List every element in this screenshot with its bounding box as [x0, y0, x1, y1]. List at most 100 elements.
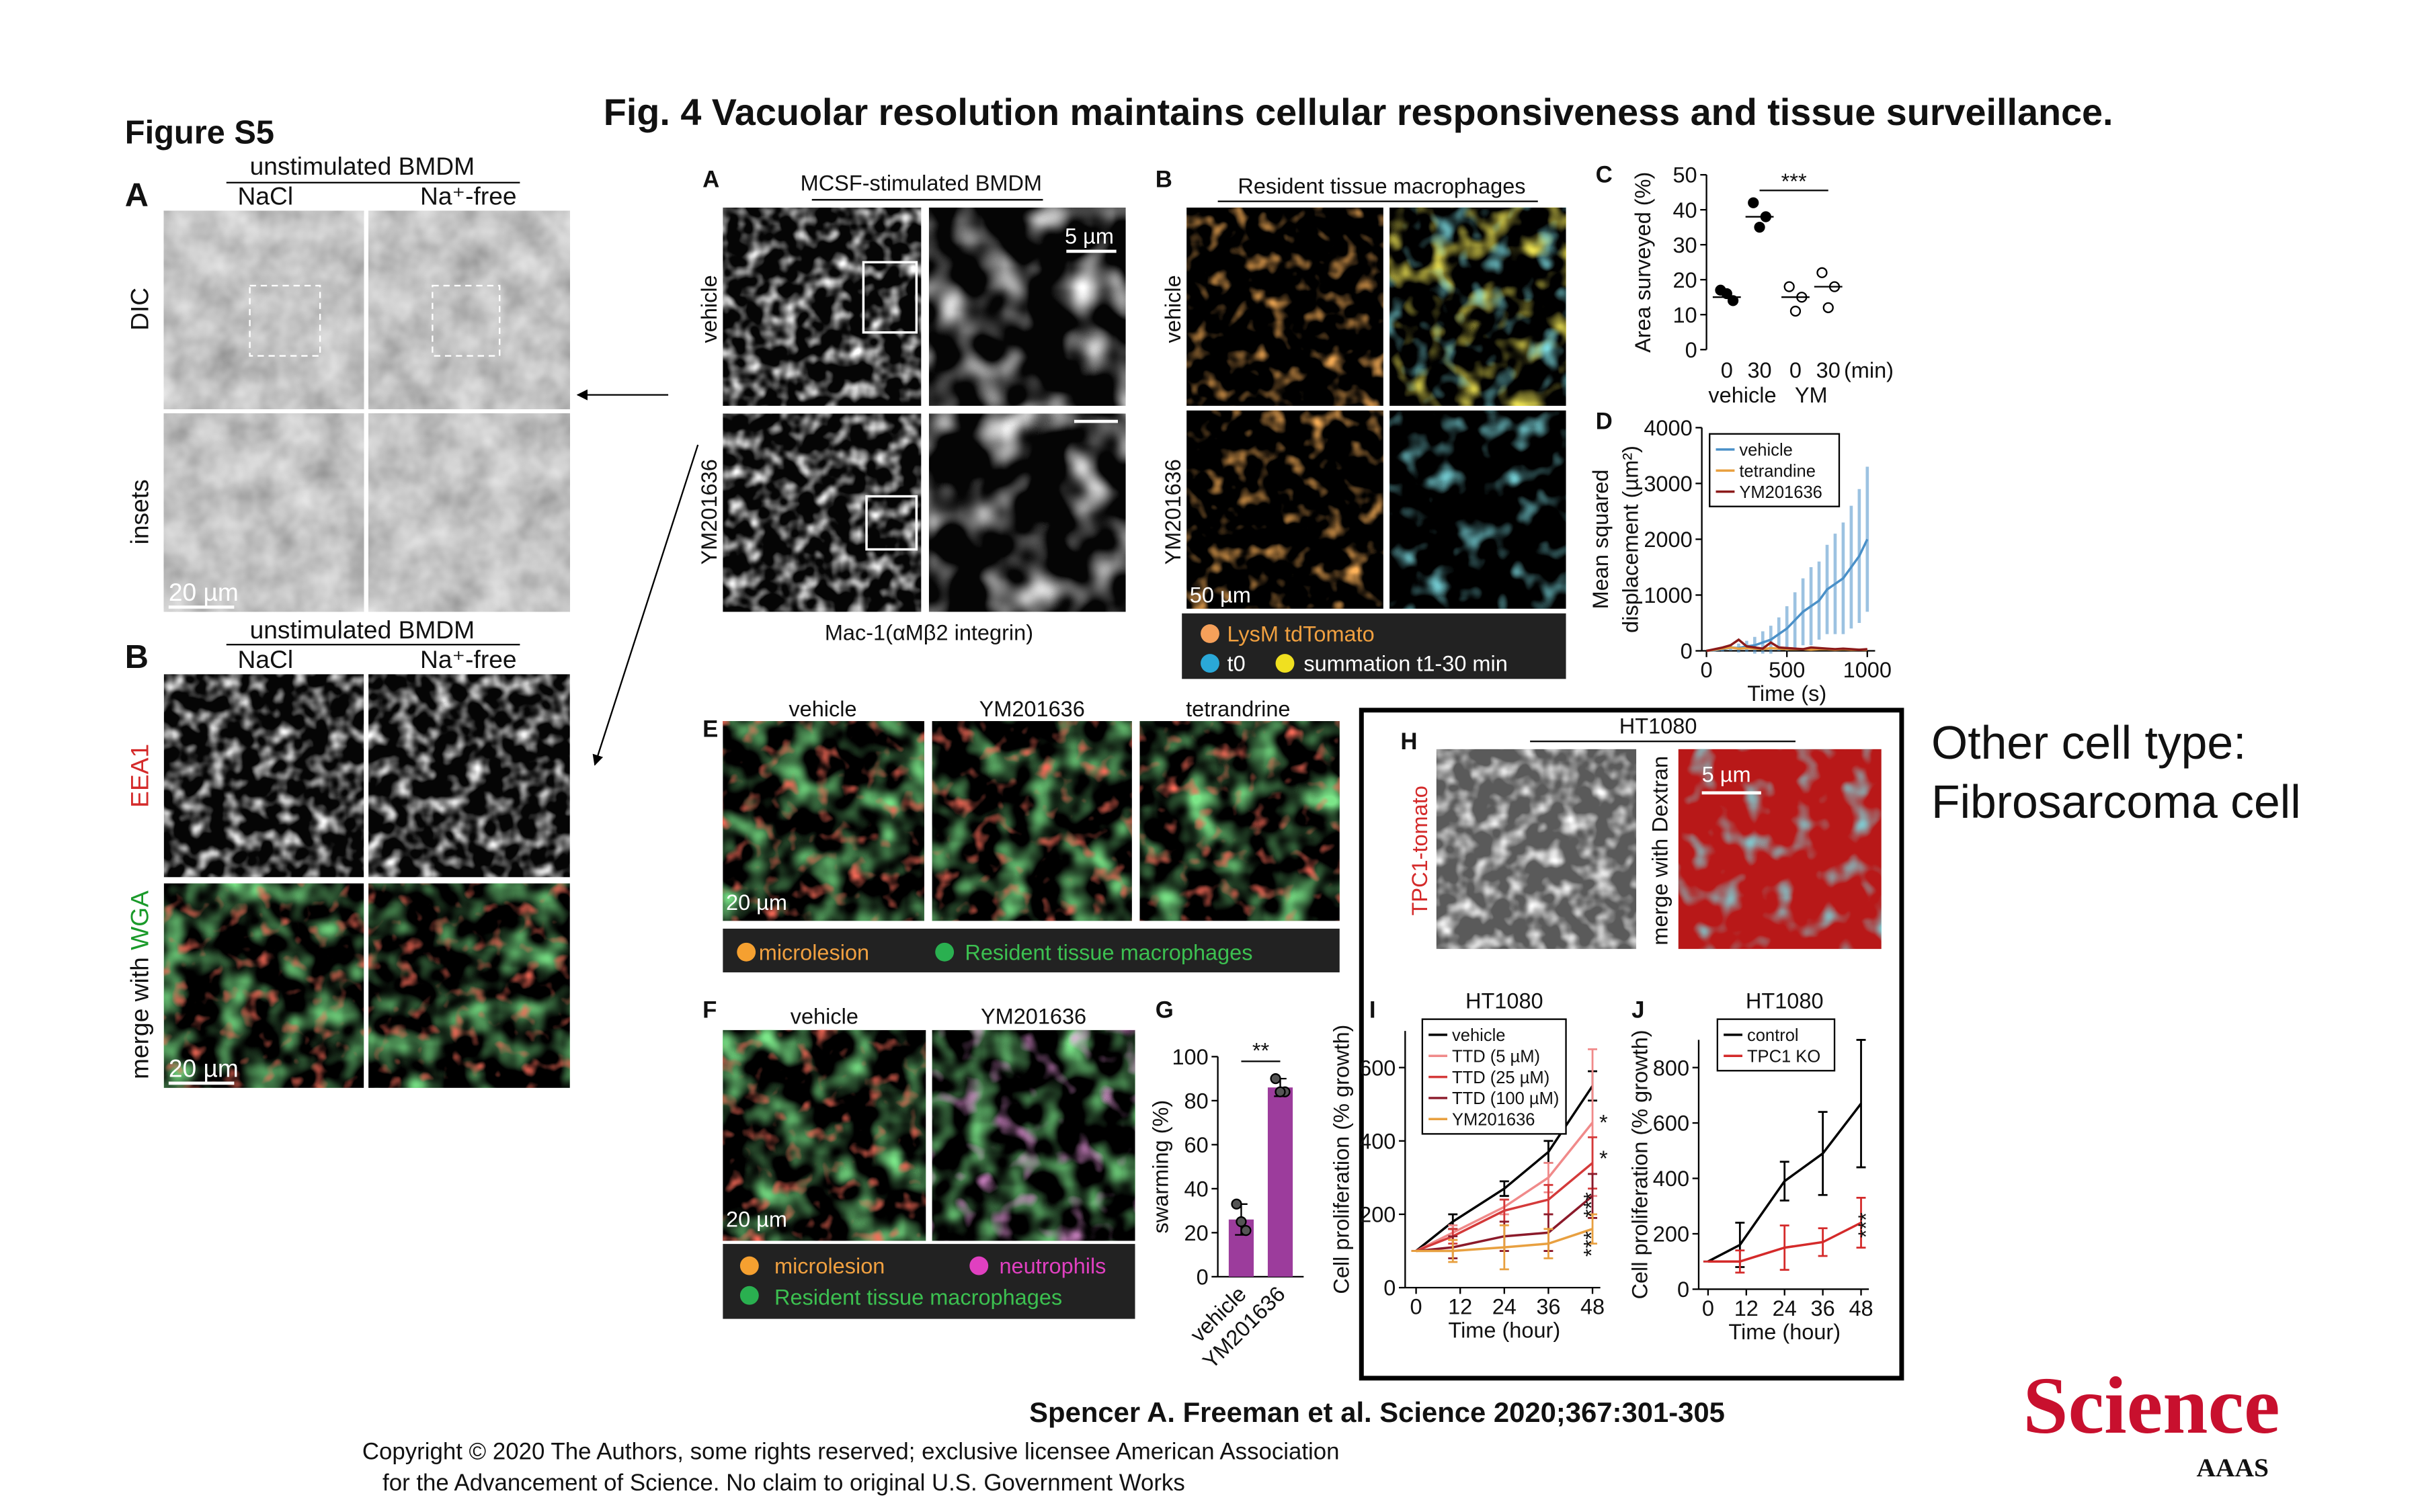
- image-signal: [1186, 410, 1383, 609]
- y-axis-label: Cell proliferation (% growth): [1627, 1030, 1652, 1299]
- row-label: merge with WGA: [126, 890, 154, 1079]
- legend-swatch: [737, 942, 756, 962]
- y-axis-label: Area surveyed (%): [1631, 172, 1655, 353]
- chart-title: HT1080: [1746, 989, 1824, 1013]
- scale-label: 20 µm: [726, 890, 787, 915]
- scale-label: 5 µm: [1702, 763, 1751, 787]
- micrograph: [1678, 749, 1882, 950]
- bar: [1267, 1087, 1293, 1277]
- micrograph: [368, 674, 570, 878]
- image-signal: [1389, 410, 1566, 609]
- x-tick-label: 48: [1580, 1295, 1605, 1319]
- y-axis-label: Mean squared: [1588, 470, 1613, 610]
- legend-label: tetrandine: [1739, 462, 1816, 481]
- data-point: [1789, 305, 1802, 317]
- y-tick-label: 200: [1359, 1203, 1396, 1227]
- micrograph: [1389, 207, 1566, 406]
- column-label: YM201636: [981, 1005, 1086, 1029]
- data-point: [1816, 267, 1828, 278]
- citation: Spencer A. Freeman et al. Science 2020;3…: [1029, 1396, 1725, 1428]
- row-label: insets: [126, 479, 154, 544]
- y-tick-label: 50: [1672, 163, 1697, 187]
- image-signal: [932, 1030, 1135, 1241]
- legend-swatch: [969, 1256, 989, 1275]
- image-signal: [1389, 207, 1566, 406]
- significance: *: [1599, 1111, 1608, 1135]
- y-tick-label: 40: [1672, 198, 1697, 222]
- copyright: for the Advancement of Science. No claim…: [382, 1470, 1185, 1496]
- micrograph: [368, 883, 570, 1088]
- micrograph: [163, 210, 364, 409]
- row-label: vehicle: [697, 275, 721, 343]
- micrograph: [723, 413, 922, 612]
- x-tick-label: 30: [1747, 358, 1771, 382]
- panel-letter: A: [702, 167, 719, 193]
- micrograph: [1186, 410, 1383, 609]
- image-signal: [928, 207, 1126, 406]
- y-tick-label: 4000: [1644, 416, 1692, 440]
- micrograph: [368, 210, 570, 409]
- significance: ***: [1854, 1212, 1878, 1238]
- y-tick-label: 40: [1184, 1177, 1209, 1201]
- y-tick-label: 0: [1197, 1265, 1209, 1289]
- micrograph: [928, 413, 1126, 612]
- data-point: [1754, 222, 1765, 233]
- significance: ***: [1579, 1192, 1603, 1218]
- row-label: DIC: [126, 288, 154, 331]
- legend-swatch: [1201, 624, 1219, 643]
- y-tick-label: 0: [1677, 1277, 1689, 1302]
- row-label: EEA1: [126, 744, 154, 808]
- significance: *: [1599, 1146, 1608, 1171]
- y-tick-label: 20: [1184, 1221, 1209, 1245]
- panel-letter: I: [1369, 997, 1376, 1023]
- image-signal: [1678, 749, 1882, 950]
- legend-label: Resident tissue macrophages: [965, 940, 1252, 964]
- y-axis-label: displacement (µm²): [1618, 446, 1642, 633]
- column-label: vehicle: [791, 1005, 858, 1029]
- figure-label: Figure S5: [125, 115, 274, 151]
- column-label: vehicle: [789, 697, 856, 721]
- panel-letter: F: [702, 997, 717, 1023]
- legend-box: [723, 1244, 1135, 1319]
- series-line: [1706, 638, 1867, 653]
- panel-letter: D: [1596, 409, 1613, 435]
- micrograph: [723, 1030, 926, 1241]
- arrow: [592, 444, 699, 766]
- x-tick-label: 500: [1769, 658, 1805, 682]
- figure-title: Fig. 4 Vacuolar resolution maintains cel…: [604, 91, 2113, 133]
- data-point: [1783, 281, 1795, 292]
- legend-label: YM201636: [1739, 483, 1822, 502]
- scale-label: 20 µm: [726, 1208, 787, 1232]
- series-line: [1416, 1228, 1593, 1253]
- legend-label: vehicle: [1739, 441, 1792, 460]
- legend-label: TTD (100 µM): [1452, 1089, 1559, 1108]
- micrograph: [368, 413, 570, 612]
- x-tick-label: 0: [1789, 358, 1802, 382]
- significance: **: [1252, 1039, 1270, 1063]
- legend-swatch: [739, 1286, 759, 1305]
- legend-label: summation t1-30 min: [1303, 652, 1507, 676]
- image-signal: [163, 210, 364, 409]
- panel-header: Resident tissue macrophages: [1238, 174, 1525, 198]
- image-signal: [928, 413, 1126, 612]
- data-point: [1240, 1224, 1252, 1236]
- panel-letter: B: [1156, 167, 1172, 193]
- data-point: [1822, 302, 1834, 313]
- panel-header: HT1080: [1619, 714, 1697, 739]
- y-tick-label: 800: [1653, 1056, 1689, 1080]
- legend-label: TPC1 KO: [1747, 1048, 1820, 1066]
- y-tick-label: 0: [1681, 639, 1693, 663]
- x-axis-label: Time (s): [1747, 681, 1826, 706]
- legend-label: control: [1747, 1026, 1799, 1045]
- panel-header: unstimulated BMDM: [250, 616, 475, 644]
- column-label: YM201636: [979, 697, 1085, 721]
- micrograph: [1389, 410, 1566, 609]
- data-point: [1727, 295, 1739, 306]
- micrograph: [1139, 721, 1340, 921]
- micrograph: [1186, 207, 1383, 406]
- image-signal: [1436, 749, 1637, 950]
- x-tick-label: 12: [1734, 1296, 1759, 1320]
- x-tick-label: 24: [1492, 1295, 1517, 1319]
